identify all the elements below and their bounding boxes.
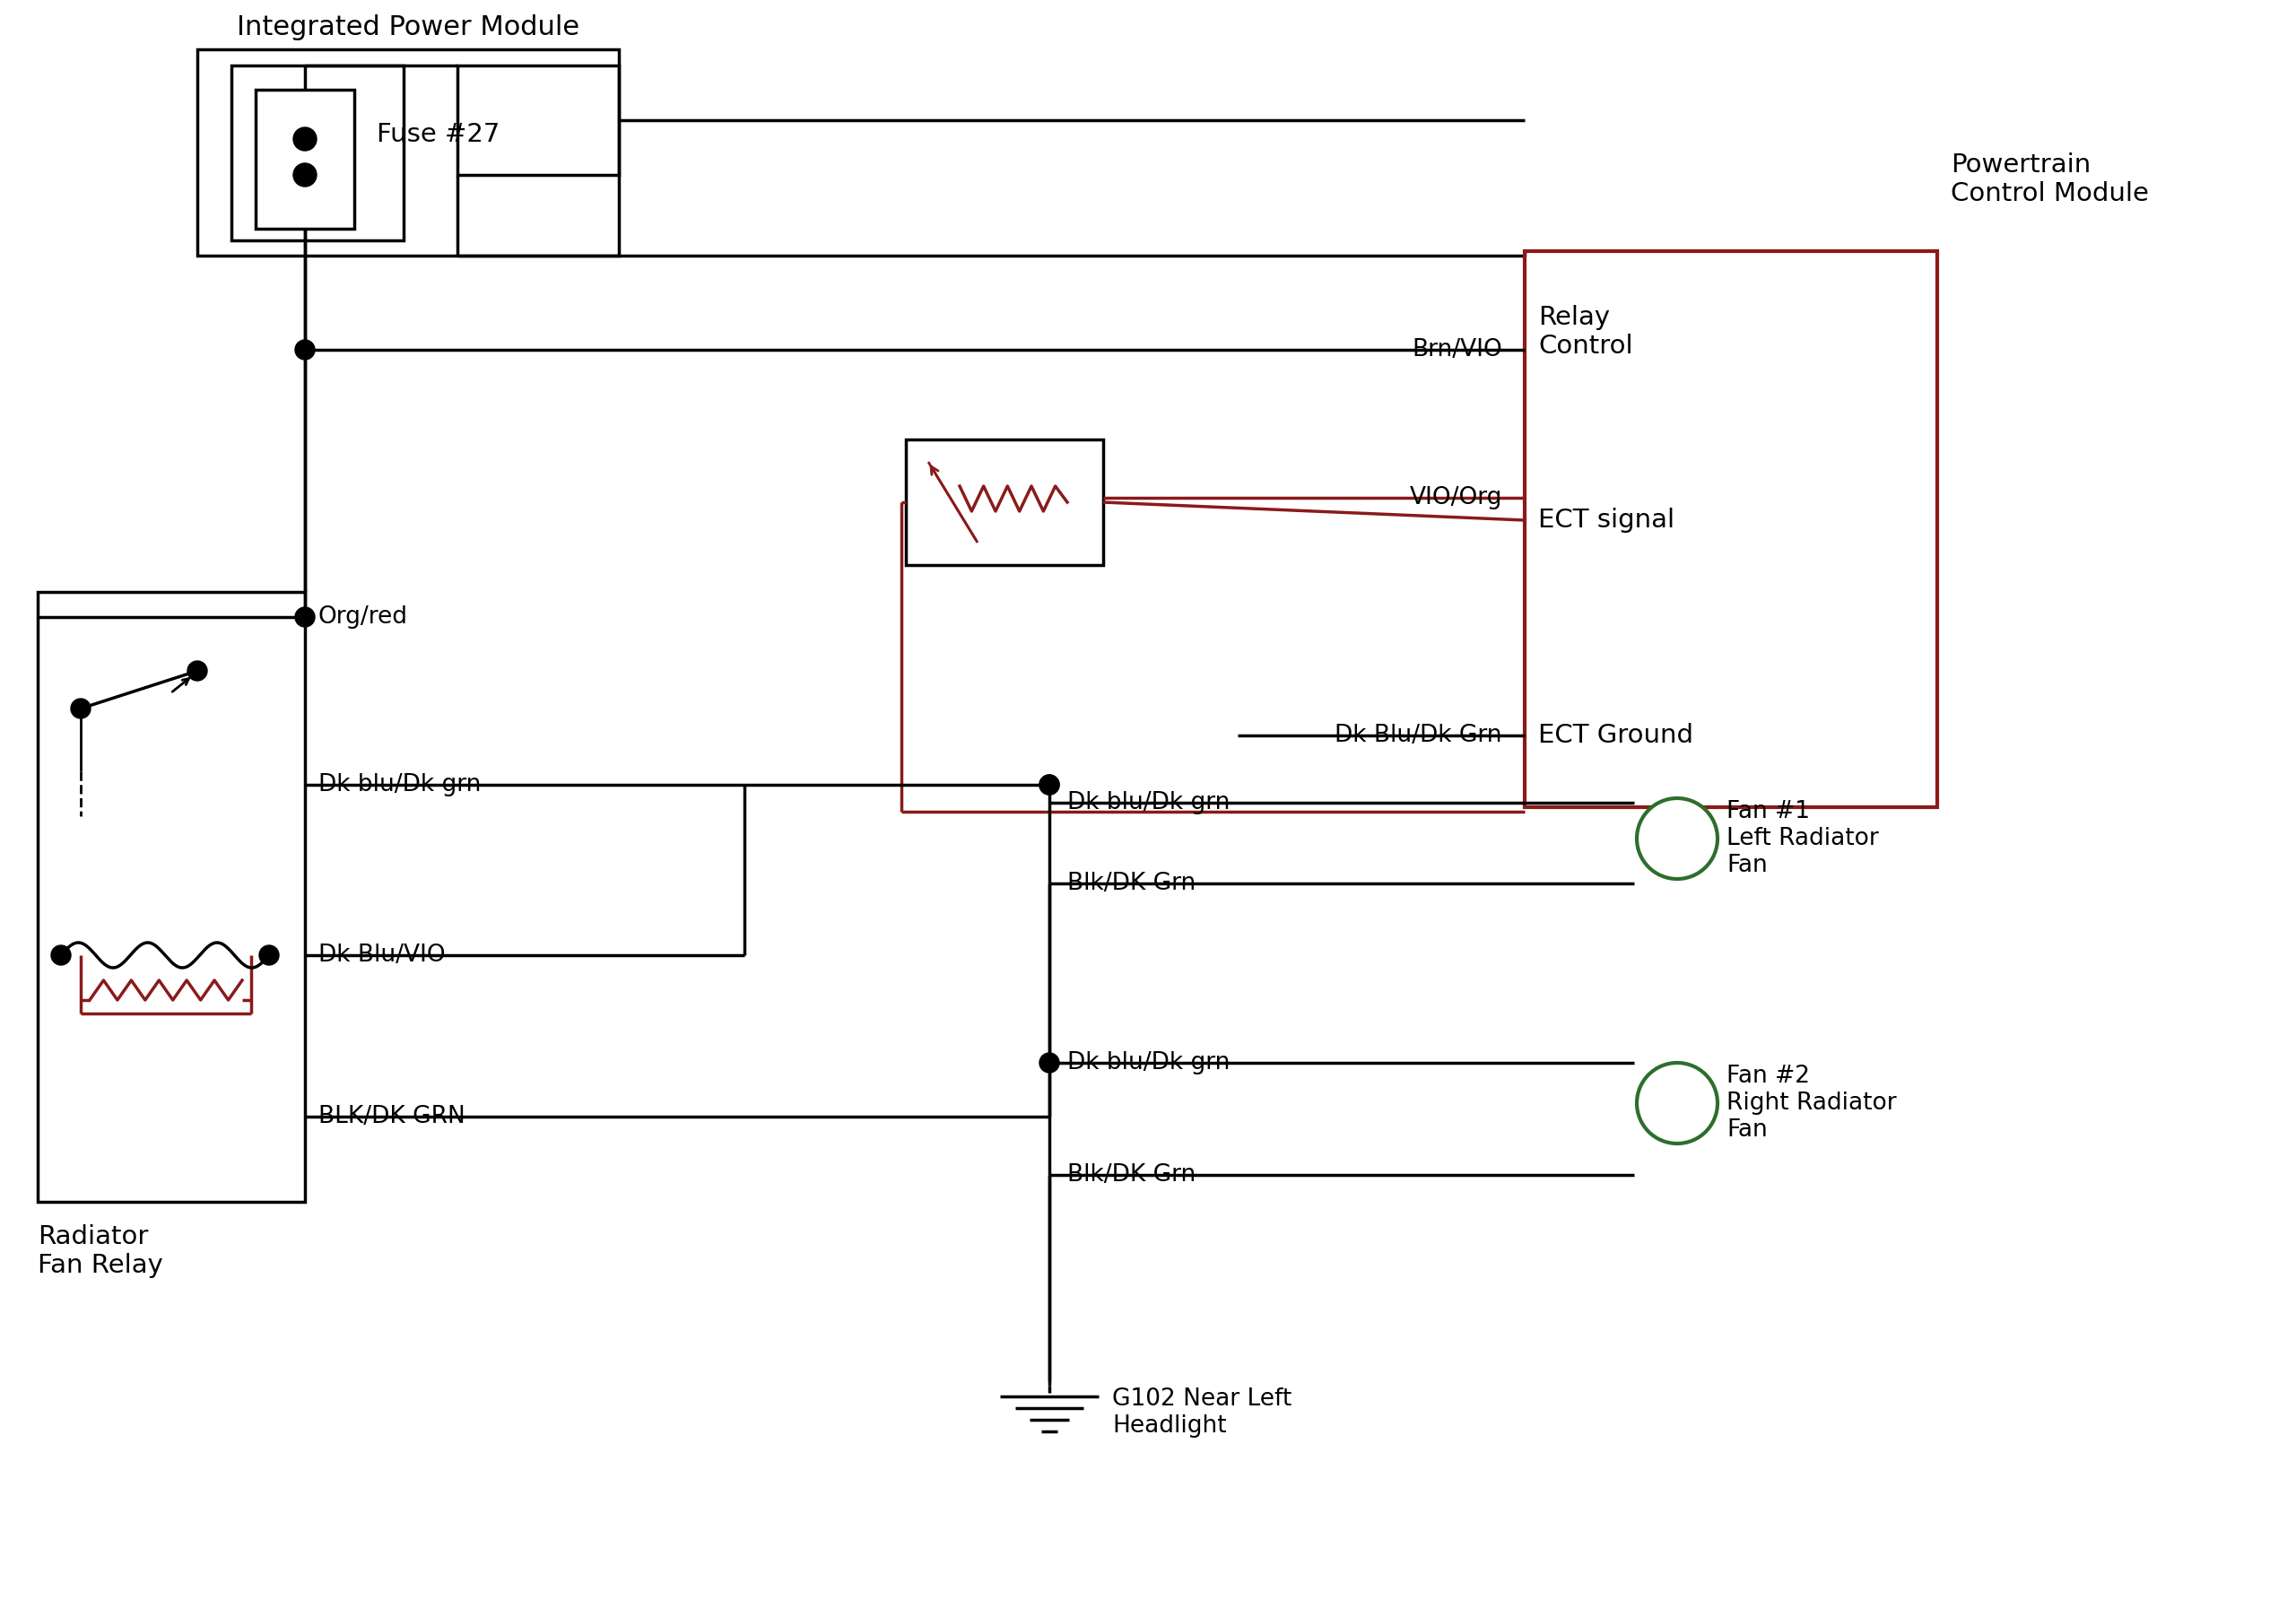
Text: Dk blu/Dk grn: Dk blu/Dk grn	[1068, 1051, 1231, 1075]
Text: Dk blu/Dk grn: Dk blu/Dk grn	[319, 772, 482, 796]
Circle shape	[188, 661, 207, 681]
Circle shape	[1637, 1064, 1717, 1144]
Circle shape	[296, 339, 315, 360]
Text: Brn/VIO: Brn/VIO	[1412, 338, 1502, 362]
Circle shape	[294, 163, 317, 187]
Text: Fan #2
Right Radiator
Fan: Fan #2 Right Radiator Fan	[1727, 1065, 1896, 1142]
Bar	[907, 439, 1102, 565]
Bar	[1525, 251, 1938, 808]
Text: VIO/Org: VIO/Org	[1410, 486, 1502, 510]
Bar	[197, 50, 620, 256]
Circle shape	[51, 946, 71, 965]
Circle shape	[294, 127, 317, 151]
Circle shape	[1040, 1052, 1058, 1073]
Bar	[232, 66, 404, 240]
Circle shape	[296, 607, 315, 628]
Text: Dk Blu/VIO: Dk Blu/VIO	[319, 943, 445, 967]
Text: Fan #1
Left Radiator
Fan: Fan #1 Left Radiator Fan	[1727, 800, 1878, 877]
Text: M: M	[1665, 824, 1690, 853]
Text: Dk blu/Dk grn: Dk blu/Dk grn	[1068, 792, 1231, 814]
Text: Blk/DK Grn: Blk/DK Grn	[1068, 1163, 1196, 1186]
Text: Org/red: Org/red	[319, 605, 409, 629]
Circle shape	[259, 946, 278, 965]
Text: ECT signal: ECT signal	[1538, 507, 1674, 533]
Text: BLK/DK GRN: BLK/DK GRN	[319, 1105, 466, 1128]
Circle shape	[71, 698, 90, 718]
Bar	[37, 592, 305, 1202]
Text: M: M	[1665, 1088, 1690, 1118]
Text: Relay
Control: Relay Control	[1538, 304, 1632, 359]
Text: G102 Near Left
Headlight: G102 Near Left Headlight	[1111, 1387, 1293, 1438]
Circle shape	[1040, 776, 1058, 795]
Text: Fuse #27: Fuse #27	[377, 122, 501, 146]
Text: Blk/DK Grn: Blk/DK Grn	[1068, 872, 1196, 895]
Circle shape	[1637, 798, 1717, 879]
Text: ECT Ground: ECT Ground	[1538, 722, 1694, 748]
Text: Integrated Power Module: Integrated Power Module	[236, 14, 579, 40]
Text: Dk Blu/Dk Grn: Dk Blu/Dk Grn	[1334, 724, 1502, 747]
Text: Powertrain
Control Module: Powertrain Control Module	[1952, 153, 2149, 206]
Circle shape	[1040, 776, 1058, 795]
Text: Radiator
Fan Relay: Radiator Fan Relay	[37, 1224, 163, 1278]
Bar	[255, 90, 354, 228]
Bar	[457, 66, 620, 175]
